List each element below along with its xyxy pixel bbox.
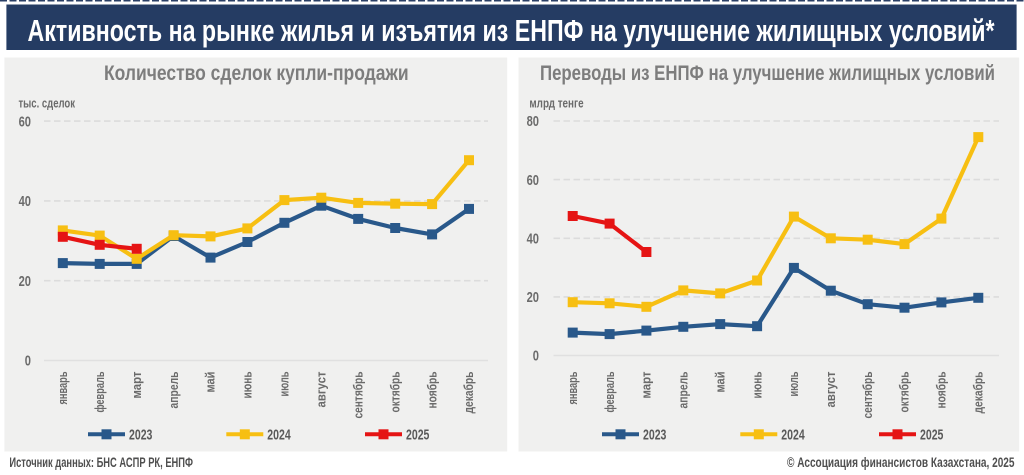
svg-text:февраль: февраль bbox=[603, 371, 617, 412]
svg-text:сентябрь: сентябрь bbox=[861, 371, 875, 418]
svg-text:август: август bbox=[824, 372, 838, 408]
svg-text:июль: июль bbox=[278, 371, 292, 396]
svg-text:2023: 2023 bbox=[643, 428, 666, 444]
svg-text:июль: июль bbox=[787, 371, 801, 396]
svg-text:40: 40 bbox=[19, 194, 31, 210]
svg-text:январь: январь bbox=[566, 371, 580, 404]
svg-text:сентябрь: сентябрь bbox=[351, 371, 365, 418]
svg-text:август: август bbox=[315, 372, 329, 408]
svg-text:май: май bbox=[713, 372, 727, 393]
svg-text:март: март bbox=[130, 372, 144, 399]
svg-text:апрель: апрель bbox=[167, 371, 181, 408]
svg-text:80: 80 bbox=[527, 114, 539, 130]
svg-text:октябрь: октябрь bbox=[388, 371, 402, 412]
svg-text:40: 40 bbox=[527, 232, 539, 248]
svg-text:2025: 2025 bbox=[920, 428, 943, 444]
svg-text:млрд тенге: млрд тенге bbox=[529, 97, 583, 111]
svg-text:март: март bbox=[640, 372, 654, 399]
svg-text:декабрь: декабрь bbox=[462, 371, 476, 413]
svg-text:июнь: июнь bbox=[750, 371, 764, 398]
svg-text:60: 60 bbox=[527, 173, 539, 189]
svg-text:2025: 2025 bbox=[406, 428, 429, 444]
svg-text:60: 60 bbox=[19, 114, 31, 130]
svg-text:2023: 2023 bbox=[129, 428, 152, 444]
svg-text:июнь: июнь bbox=[241, 371, 255, 398]
svg-text:0: 0 bbox=[533, 349, 539, 365]
svg-text:20: 20 bbox=[527, 290, 539, 306]
svg-text:Количество сделок купли-продаж: Количество сделок купли-продажи bbox=[104, 62, 409, 85]
svg-text:0: 0 bbox=[25, 354, 31, 370]
svg-text:© Ассоциация финансистов Казах: © Ассоциация финансистов Казахстана, 202… bbox=[787, 455, 1015, 470]
svg-text:тыс. сделок: тыс. сделок bbox=[19, 97, 76, 111]
svg-text:2024: 2024 bbox=[781, 428, 805, 444]
svg-text:Активность на рынке жилья и из: Активность на рынке жилья и изъятия из Е… bbox=[28, 13, 996, 48]
svg-text:2024: 2024 bbox=[267, 428, 291, 444]
svg-text:апрель: апрель bbox=[677, 371, 691, 408]
svg-text:20: 20 bbox=[19, 274, 31, 290]
svg-text:май: май bbox=[204, 372, 218, 393]
svg-text:ноябрь: ноябрь bbox=[935, 371, 949, 408]
svg-text:ноябрь: ноябрь bbox=[425, 371, 439, 408]
svg-text:Переводы из ЕНПФ на улучшение: Переводы из ЕНПФ на улучшение жилищных у… bbox=[540, 62, 995, 85]
svg-text:декабрь: декабрь bbox=[972, 371, 986, 413]
svg-text:Источник данных: БНС АСПР РК,: Источник данных: БНС АСПР РК, ЕНПФ bbox=[9, 455, 193, 470]
svg-text:январь: январь bbox=[56, 371, 70, 404]
svg-text:октябрь: октябрь bbox=[898, 371, 912, 412]
svg-text:февраль: февраль bbox=[93, 371, 107, 412]
